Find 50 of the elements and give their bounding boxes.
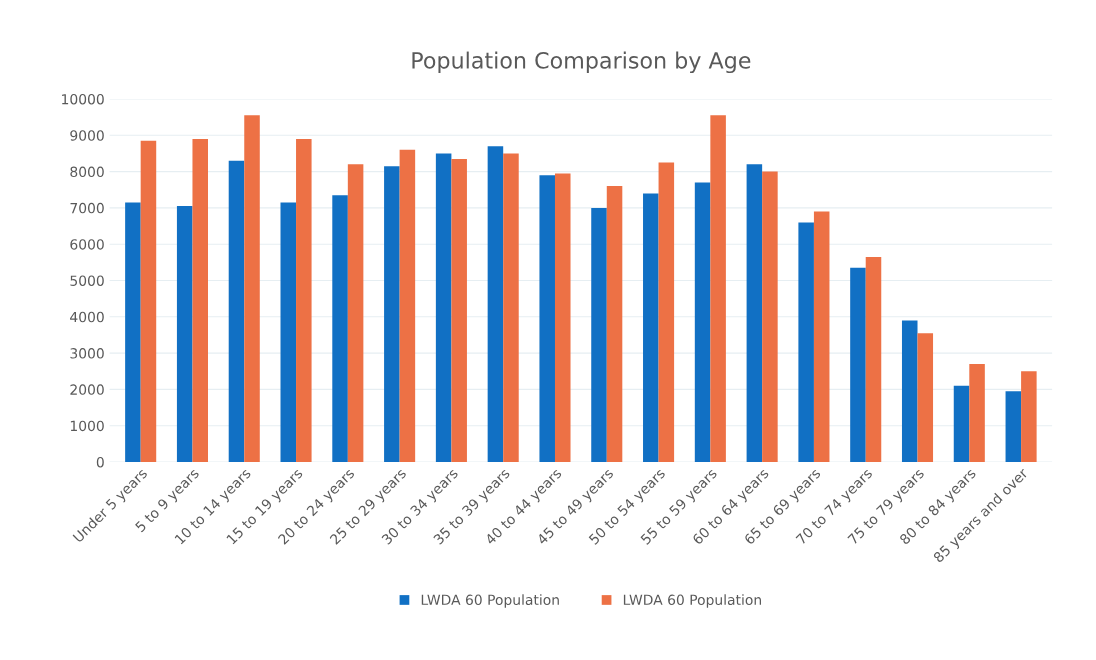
- bar: [176, 206, 193, 462]
- bar: [399, 149, 416, 462]
- bar: [591, 207, 607, 462]
- bar: [280, 202, 297, 462]
- y-tick-label: 1000: [70, 420, 104, 432]
- y-tick-label: 0: [96, 456, 104, 468]
- bar: [746, 164, 763, 462]
- bar: [554, 173, 571, 462]
- legend-label: LWDA 60 Population: [421, 594, 559, 608]
- bar: [865, 256, 882, 462]
- bar: [487, 146, 504, 462]
- bar: [850, 267, 866, 462]
- y-tick-label: 10000: [62, 93, 104, 105]
- bar: [813, 211, 830, 462]
- bar: [539, 175, 555, 462]
- bar: [347, 164, 364, 462]
- chart-title: Population Comparison by Age: [412, 51, 751, 74]
- y-tick-label: 6000: [70, 239, 104, 250]
- bar: [658, 162, 675, 462]
- bar: [140, 140, 157, 462]
- bar: [125, 202, 141, 462]
- bar: [192, 138, 208, 462]
- bar: [953, 385, 970, 462]
- bar: [244, 115, 260, 462]
- y-tick-label: 5000: [70, 275, 104, 286]
- bar: [798, 222, 814, 462]
- bar: [917, 333, 934, 462]
- bar: [643, 193, 659, 462]
- bar: [332, 195, 348, 462]
- y-tick-label: 8000: [70, 166, 104, 178]
- bar: [901, 320, 918, 462]
- bar: [694, 182, 711, 462]
- bar: [969, 363, 985, 462]
- y-tick-label: 9000: [70, 130, 104, 141]
- y-tick-label: 4000: [70, 311, 104, 323]
- bar: [296, 138, 312, 462]
- bar: [1021, 371, 1037, 462]
- bar: [1005, 391, 1022, 462]
- bar: [384, 166, 400, 462]
- y-tick-label: 3000: [70, 348, 104, 359]
- legend-label: LWDA 60 Population: [623, 594, 761, 608]
- bar: [451, 158, 467, 462]
- y-tick-label: 2000: [70, 384, 104, 395]
- bar: [228, 160, 245, 462]
- bar: [710, 115, 726, 462]
- bar: [435, 153, 452, 462]
- bar: [606, 186, 623, 462]
- bar: [503, 153, 519, 462]
- bar: [762, 171, 778, 462]
- y-tick-label: 7000: [70, 202, 104, 214]
